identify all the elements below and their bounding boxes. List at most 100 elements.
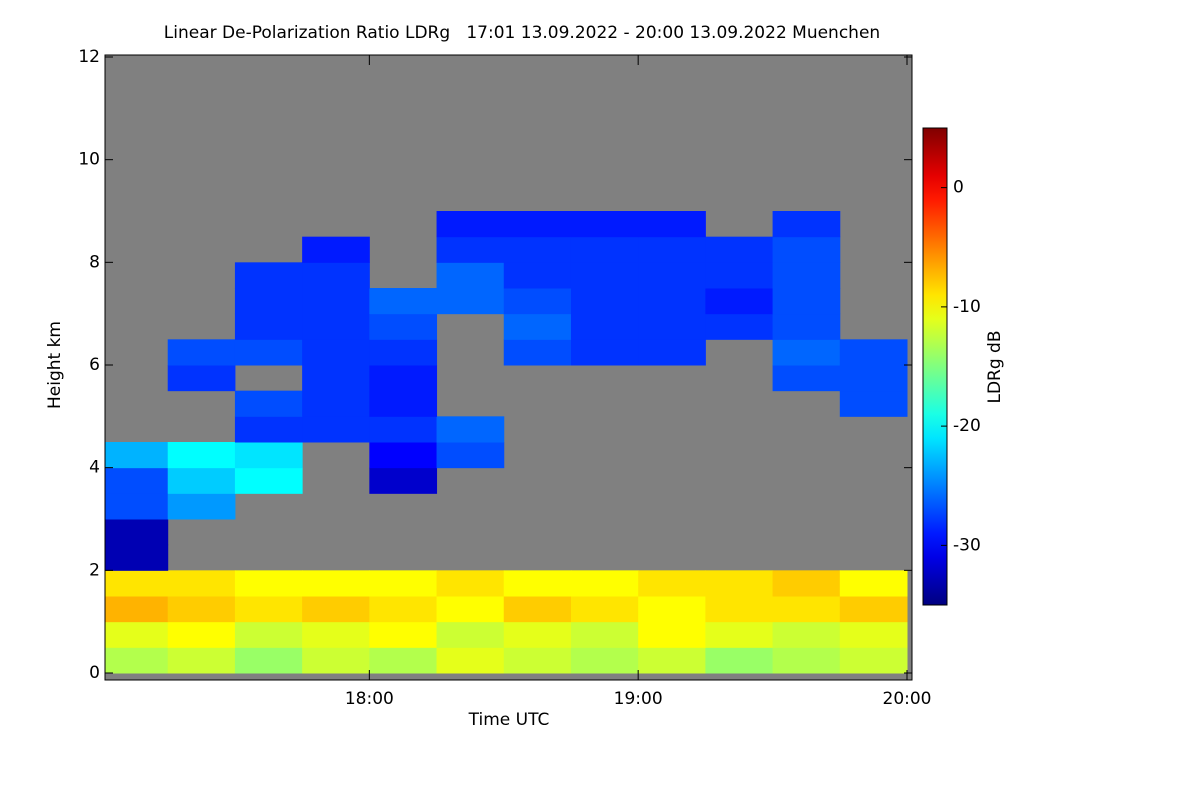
heat-cell: [436, 442, 505, 469]
heat-cell: [167, 339, 236, 366]
heat-cell: [638, 570, 706, 597]
heat-cell: [436, 288, 505, 315]
heat-cell: [705, 288, 774, 315]
colorbar-tick-label: -30: [953, 535, 981, 555]
x-tick-label: 18:00: [345, 689, 394, 709]
heat-cell: [570, 596, 639, 623]
heat-cell: [772, 262, 841, 289]
heat-cell: [570, 621, 639, 648]
heat-cell: [234, 313, 303, 340]
heat-cell: [638, 262, 706, 289]
heat-cell: [503, 596, 572, 623]
colorbar: [922, 127, 948, 606]
heat-cell: [436, 211, 505, 238]
heat-cell: [638, 236, 706, 263]
heat-cell: [772, 288, 841, 315]
colorbar-tick-label: 0: [953, 178, 964, 198]
heat-cell: [772, 339, 841, 366]
heat-cell: [234, 442, 303, 469]
heat-cell: [503, 339, 572, 366]
heat-cell: [167, 365, 236, 392]
heat-cell: [105, 596, 169, 623]
heat-cell: [570, 288, 639, 315]
heat-cell: [638, 647, 706, 674]
heat-cell: [772, 365, 841, 392]
heat-cell: [369, 467, 438, 494]
y-axis-label: Height km: [45, 321, 65, 409]
heat-cell: [302, 365, 370, 392]
heat-cell: [772, 211, 841, 238]
heat-cell: [638, 288, 706, 315]
heat-cell: [302, 647, 370, 674]
heat-cell: [105, 621, 169, 648]
heat-cell: [436, 236, 505, 263]
heat-cell: [570, 262, 639, 289]
heat-cell: [503, 262, 572, 289]
heat-cell: [638, 596, 706, 623]
plot-frame: [104, 54, 913, 681]
colorbar-tick-label: -20: [953, 416, 981, 436]
heat-cell: [234, 339, 303, 366]
heat-cell: [105, 467, 169, 494]
heat-cell: [705, 596, 774, 623]
heat-cell: [167, 596, 236, 623]
x-axis-label: Time UTC: [468, 710, 550, 730]
heat-cell: [772, 621, 841, 648]
heat-cell: [772, 647, 841, 674]
heat-cell: [436, 570, 505, 597]
heat-cell: [503, 570, 572, 597]
heat-cell: [570, 647, 639, 674]
heat-cell: [705, 313, 774, 340]
heat-cell: [302, 339, 370, 366]
y-tick-label: 0: [89, 663, 100, 683]
heat-cell: [302, 262, 370, 289]
heat-cell: [234, 647, 303, 674]
heat-cell: [503, 288, 572, 315]
heat-cell: [234, 262, 303, 289]
heat-cell: [772, 570, 841, 597]
heat-cell: [369, 313, 438, 340]
heat-cell: [503, 647, 572, 674]
heat-cell: [302, 596, 370, 623]
heat-cell: [302, 621, 370, 648]
heat-cell: [772, 596, 841, 623]
heat-cell: [369, 621, 438, 648]
heat-cell: [503, 236, 572, 263]
heat-cell: [302, 288, 370, 315]
heat-cell: [436, 621, 505, 648]
heat-cell: [570, 211, 639, 238]
heat-cell: [839, 365, 908, 392]
heat-cell: [503, 313, 572, 340]
heat-cell: [234, 596, 303, 623]
heat-cell: [302, 390, 370, 417]
heat-cell: [839, 596, 908, 623]
plot-area: [105, 55, 912, 680]
heat-cell: [638, 621, 706, 648]
y-tick-label: 4: [89, 458, 100, 478]
heat-cell: [167, 442, 236, 469]
y-tick-label: 6: [89, 355, 100, 375]
x-tick-label: 20:00: [883, 689, 932, 709]
y-tick-label: 2: [89, 560, 100, 580]
heat-cell: [839, 339, 908, 366]
heat-cell: [369, 596, 438, 623]
heat-cell: [167, 647, 236, 674]
heat-cell: [167, 467, 236, 494]
heat-cell: [705, 621, 774, 648]
heat-cell: [705, 236, 774, 263]
heat-cell: [234, 416, 303, 443]
heat-cell: [772, 236, 841, 263]
heat-cell: [839, 621, 908, 648]
heat-cell: [302, 416, 370, 443]
heat-cell: [369, 416, 438, 443]
heat-cell: [839, 390, 908, 417]
heat-cell: [105, 493, 169, 520]
heat-cell: [167, 621, 236, 648]
heat-cell: [167, 493, 236, 520]
heat-cell: [570, 236, 639, 263]
heat-cell: [105, 519, 169, 546]
heat-cell: [436, 416, 505, 443]
x-tick-label: 19:00: [614, 689, 663, 709]
heat-cell: [369, 365, 438, 392]
